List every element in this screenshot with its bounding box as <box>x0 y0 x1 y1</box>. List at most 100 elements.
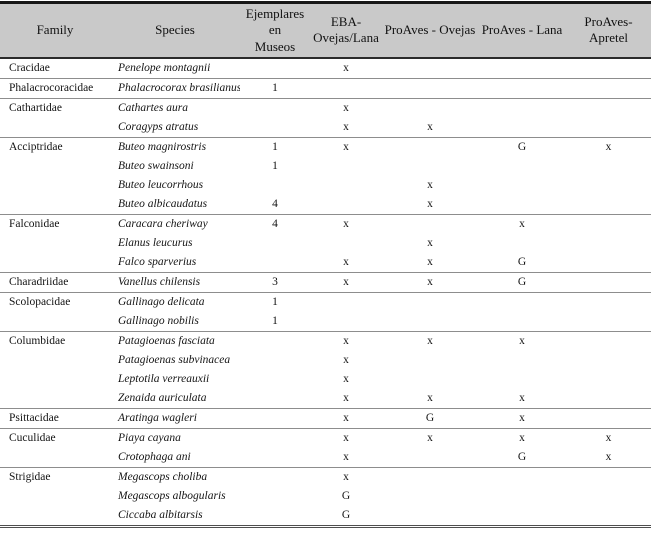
proaves-lana-mark-cell <box>478 467 566 487</box>
table-row: Ciccaba albitarsis G <box>0 505 651 527</box>
table-row: Acciptridae Buteo magnirostris 1 x G x <box>0 137 651 157</box>
family-cell <box>0 117 110 138</box>
proaves-lana-mark-cell: G <box>478 447 566 468</box>
species-cell: Zenaida auriculata <box>110 388 240 409</box>
family-cell <box>0 234 110 253</box>
proaves-apretel-mark-cell <box>566 370 651 389</box>
eba-ovejas-lana-mark-cell <box>310 311 382 332</box>
eba-ovejas-lana-mark-cell <box>310 176 382 195</box>
museos-count-cell <box>240 447 310 468</box>
proaves-lana-mark-cell: G <box>517 141 527 154</box>
family-cell <box>0 370 110 389</box>
eba-ovejas-lana-mark-cell: x <box>343 141 349 154</box>
proaves-apretel-mark-cell: x <box>605 432 612 445</box>
proaves-lana-mark-cell <box>478 311 566 332</box>
proaves-apretel-mark-cell: x <box>605 141 612 154</box>
museos-count-cell <box>240 331 310 351</box>
species-cell: Elanus leucurus <box>118 237 193 250</box>
museos-count-cell <box>240 98 310 118</box>
proaves-ovejas-mark-cell: x <box>427 432 433 445</box>
species-cell: Coragyps atratus <box>110 117 240 138</box>
museos-count-cell <box>240 505 310 527</box>
proaves-lana-mark-cell <box>478 117 566 138</box>
eba-ovejas-lana-mark-cell: x <box>310 447 382 468</box>
proaves-lana-mark-cell <box>478 98 566 118</box>
family-cell <box>0 505 110 527</box>
proaves-apretel-mark-cell <box>566 78 651 99</box>
museos-count-cell: 4 <box>240 194 310 215</box>
proaves-apretel-mark-cell <box>566 176 651 195</box>
table-row: Cathartidae Cathartes aura x <box>0 98 651 118</box>
proaves-lana-mark-cell: x <box>519 432 525 445</box>
proaves-lana-mark-cell: x <box>519 218 525 231</box>
proaves-lana-mark-cell: x <box>478 388 566 409</box>
species-cell: Crotophaga ani <box>110 447 240 468</box>
table-row: Columbidae Patagioenas fasciata x x x <box>0 331 651 351</box>
proaves-ovejas-mark-cell <box>382 505 478 527</box>
museos-count-cell: 1 <box>272 141 278 154</box>
col-header-proaves-apretel: ProAves- Apretel <box>566 2 651 59</box>
col-header-species: Species <box>110 2 240 59</box>
table-row: Scolopacidae Gallinago delicata 1 <box>0 292 651 312</box>
family-cell <box>0 388 110 409</box>
proaves-ovejas-mark-cell <box>382 157 478 176</box>
proaves-ovejas-mark-cell <box>382 78 478 99</box>
family-cell: Psittacidae <box>0 408 110 429</box>
proaves-apretel-mark-cell <box>566 505 651 527</box>
eba-ovejas-lana-mark-cell: x <box>343 354 349 367</box>
proaves-apretel-mark-cell <box>566 311 651 332</box>
proaves-apretel-mark-cell <box>566 487 651 506</box>
family-cell: Cracidae <box>0 57 110 79</box>
table-row: Elanus leucurus x <box>0 234 651 253</box>
proaves-lana-mark-cell <box>478 157 566 176</box>
eba-ovejas-lana-mark-cell: G <box>310 505 382 527</box>
proaves-ovejas-mark-cell <box>382 467 478 487</box>
species-cell: Patagioenas fasciata <box>118 335 215 348</box>
species-cell: Ciccaba albitarsis <box>110 505 240 527</box>
proaves-lana-mark-cell <box>478 176 566 195</box>
species-cell: Buteo albicaudatus <box>110 194 240 215</box>
proaves-ovejas-mark-cell <box>382 370 478 389</box>
eba-ovejas-lana-mark-cell: x <box>343 432 349 445</box>
species-cell: Megascops choliba <box>118 471 208 484</box>
table-row: Strigidae Megascops choliba x <box>0 467 651 487</box>
table-row: Leptotila verreauxii x <box>0 370 651 389</box>
eba-ovejas-lana-mark-cell: x <box>310 408 382 429</box>
museos-count-cell <box>240 176 310 195</box>
proaves-ovejas-mark-cell: x <box>382 117 478 138</box>
proaves-apretel-mark-cell <box>566 292 651 312</box>
proaves-lana-mark-cell <box>478 194 566 215</box>
species-cell: Buteo swainsoni <box>118 160 194 173</box>
table-body: Cracidae Penelope montagnii x Phalacroco… <box>0 57 651 527</box>
proaves-ovejas-mark-cell: x <box>382 272 478 293</box>
proaves-lana-mark-cell <box>478 487 566 506</box>
proaves-apretel-mark-cell <box>566 351 651 370</box>
species-cell: Phalacrocorax brasilianus <box>110 78 240 99</box>
museos-count-cell <box>240 408 310 429</box>
family-cell: Strigidae <box>9 471 51 484</box>
proaves-ovejas-mark-cell: G <box>382 408 478 429</box>
museos-count-cell <box>240 57 310 79</box>
museos-count-cell: 3 <box>240 272 310 293</box>
proaves-lana-mark-cell: G <box>478 272 566 293</box>
proaves-apretel-mark-cell <box>566 252 651 273</box>
species-cell: Buteo leucorrhous <box>118 179 204 192</box>
table-row: Zenaida auriculata x x x <box>0 388 651 409</box>
table-row: Coragyps atratus x x <box>0 117 651 138</box>
museos-count-cell <box>240 252 310 273</box>
species-cell: Gallinago delicata <box>118 296 205 309</box>
family-cell: Columbidae <box>9 335 66 348</box>
proaves-lana-mark-cell: x <box>519 335 525 348</box>
proaves-apretel-mark-cell <box>566 272 651 293</box>
museos-count-cell <box>240 487 310 506</box>
proaves-lana-mark-cell <box>478 78 566 99</box>
table-row: Charadriidae Vanellus chilensis 3 x x G <box>0 272 651 293</box>
museos-count-cell: 1 <box>240 311 310 332</box>
proaves-apretel-mark-cell <box>566 467 651 487</box>
family-cell <box>0 351 110 370</box>
table-row: Megascops albogularis G <box>0 487 651 506</box>
species-cell: Caracara cheriway <box>118 218 208 231</box>
species-cell: Patagioenas subvinacea <box>118 354 231 367</box>
col-header-family: Family <box>0 2 110 59</box>
table-row: Psittacidae Aratinga wagleri x G x <box>0 408 651 429</box>
